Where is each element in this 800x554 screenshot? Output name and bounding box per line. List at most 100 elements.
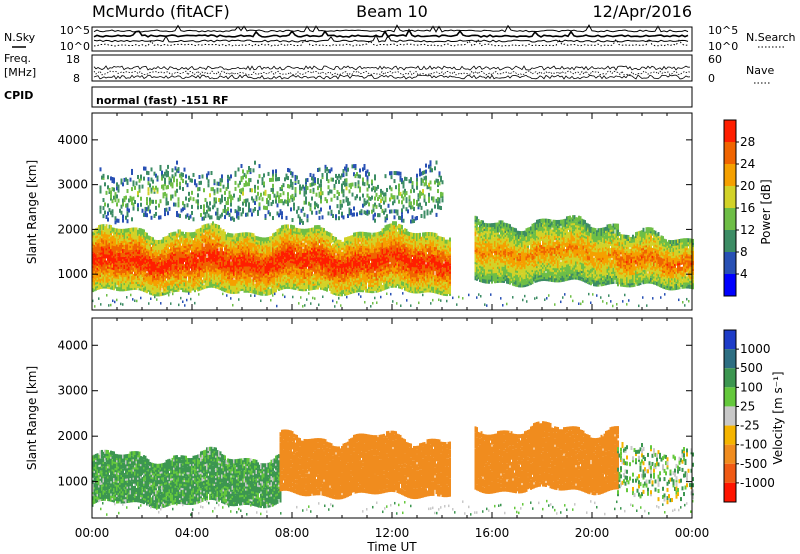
- data-cell: [234, 289, 237, 294]
- data-cell: [162, 245, 165, 250]
- data-cell: [126, 236, 129, 241]
- data-cell: [104, 274, 106, 279]
- data-cell: [150, 252, 153, 257]
- data-cell: [164, 276, 166, 281]
- data-cell: [191, 274, 193, 279]
- data-cell: [143, 285, 145, 290]
- data-cell: [143, 275, 145, 280]
- data-cell: [225, 268, 228, 273]
- data-cell: [171, 242, 174, 247]
- data-cell: [98, 265, 100, 270]
- data-cell: [123, 244, 126, 249]
- data-cell: [143, 279, 145, 284]
- data-cell: [165, 272, 168, 277]
- data-cell: [231, 267, 234, 272]
- data-cell: [155, 276, 157, 281]
- data-cell: [143, 231, 145, 236]
- data-cell: [192, 266, 195, 271]
- data-cell: [147, 245, 150, 250]
- data-cell: [138, 236, 141, 241]
- data-cell: [155, 282, 157, 287]
- data-cell: [216, 268, 219, 273]
- data-cell: [234, 245, 237, 250]
- data-cell: [161, 267, 163, 272]
- data-cell: [197, 269, 199, 274]
- data-cell: [123, 258, 126, 263]
- data-cell: [191, 246, 193, 251]
- data-cell: [216, 230, 219, 235]
- data-cell: [224, 286, 226, 291]
- data-cell: [92, 253, 94, 258]
- noise-left-tick-bottom: 10^0: [60, 40, 90, 53]
- station-title: McMurdo (fitACF): [92, 2, 230, 21]
- data-cell: [234, 255, 237, 260]
- data-cell: [107, 236, 109, 241]
- data-cell: [137, 255, 139, 260]
- data-cell: [176, 271, 178, 276]
- data-cell: [207, 275, 210, 280]
- data-cell: [210, 273, 213, 278]
- data-cell: [95, 248, 97, 253]
- data-cell: [188, 242, 190, 247]
- data-cell: [150, 273, 153, 278]
- data-cell: [224, 233, 226, 238]
- data-cell: [96, 231, 99, 236]
- data-cell: [125, 240, 127, 245]
- data-cell: [191, 234, 193, 239]
- data-cell: [93, 257, 96, 262]
- data-cell: [221, 250, 223, 255]
- data-cell: [231, 235, 234, 240]
- data-cell: [203, 256, 205, 261]
- data-cell: [132, 245, 135, 250]
- data-cell: [111, 267, 114, 272]
- data-cell: [236, 263, 238, 268]
- data-cell: [233, 247, 235, 252]
- data-cell: [134, 273, 136, 278]
- data-cell: [140, 278, 142, 283]
- data-cell: [108, 228, 111, 233]
- data-cell: [197, 234, 199, 239]
- data-cell: [215, 238, 217, 243]
- data-cell: [114, 236, 117, 241]
- data-cell: [138, 252, 141, 257]
- data-cell: [179, 231, 181, 236]
- data-cell: [131, 235, 133, 240]
- data-cell: [216, 246, 219, 251]
- data-cell: [197, 263, 199, 268]
- data-cell: [189, 272, 192, 277]
- data-cell: [131, 271, 133, 276]
- data-cell: [95, 266, 97, 271]
- data-cell: [111, 239, 114, 244]
- data-cell: [138, 262, 141, 267]
- data-cell: [143, 229, 145, 234]
- data-cell: [92, 278, 94, 283]
- data-cell: [165, 236, 168, 241]
- data-cell: [147, 249, 150, 254]
- data-cell: [108, 232, 111, 237]
- data-cell: [93, 273, 96, 278]
- data-cell: [171, 254, 174, 259]
- data-cell: [185, 234, 187, 239]
- data-cell: [105, 240, 108, 245]
- data-cell: [225, 260, 228, 265]
- data-cell: [237, 265, 240, 270]
- data-cell: [108, 226, 111, 231]
- data-cell: [237, 261, 240, 266]
- data-cell: [206, 239, 208, 244]
- data-cell: [227, 279, 229, 284]
- data-cell: [209, 235, 211, 240]
- data-cell: [222, 229, 225, 234]
- data-cell: [146, 289, 148, 294]
- data-cell: [230, 243, 232, 248]
- data-cell: [129, 245, 132, 250]
- data-cell: [159, 286, 162, 291]
- data-cell: [165, 264, 168, 269]
- data-cell: [183, 241, 186, 246]
- data-cell: [113, 264, 115, 269]
- data-cell: [158, 264, 160, 269]
- data-cell: [143, 243, 145, 248]
- data-cell: [102, 250, 105, 255]
- data-cell: [101, 266, 103, 271]
- data-cell: [140, 284, 142, 289]
- data-cell: [140, 240, 142, 245]
